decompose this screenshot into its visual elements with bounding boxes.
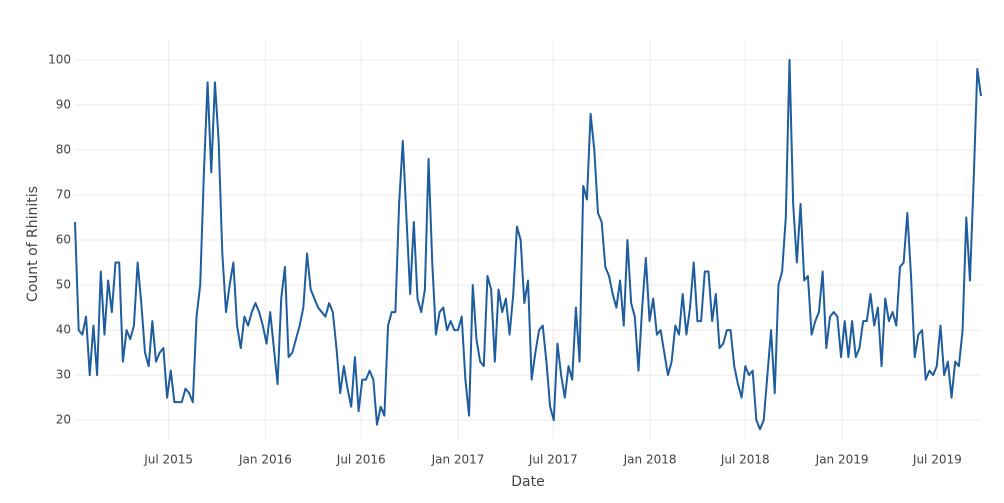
x-tick-label: Jan 2018 — [623, 453, 677, 467]
x-axis-title: Date — [511, 474, 544, 490]
y-tick-label: 90 — [56, 97, 71, 111]
y-tick-label: 80 — [56, 142, 71, 156]
x-tick-label: Jul 2015 — [143, 453, 193, 467]
x-tick-label: Jan 2019 — [815, 453, 869, 467]
y-axis-title: Count of Rhinitis — [25, 186, 41, 302]
data-line — [74, 58, 982, 431]
x-tick-label: Jan 2016 — [238, 453, 292, 467]
y-tick-label: 20 — [56, 413, 71, 427]
y-tick-label: 50 — [56, 278, 71, 292]
y-tick-label: 60 — [56, 233, 71, 247]
y-tick-label: 70 — [56, 187, 71, 201]
x-tick-label: Jul 2016 — [336, 453, 386, 467]
y-tick-label: 100 — [48, 52, 71, 66]
x-tick-label: Jul 2017 — [528, 453, 578, 467]
x-tick-label: Jul 2018 — [720, 453, 770, 467]
y-tick-label: 30 — [56, 368, 71, 382]
x-tick-label: Jan 2017 — [431, 453, 485, 467]
x-tick-label: Jul 2019 — [912, 453, 962, 467]
y-tick-label: 40 — [56, 323, 71, 337]
